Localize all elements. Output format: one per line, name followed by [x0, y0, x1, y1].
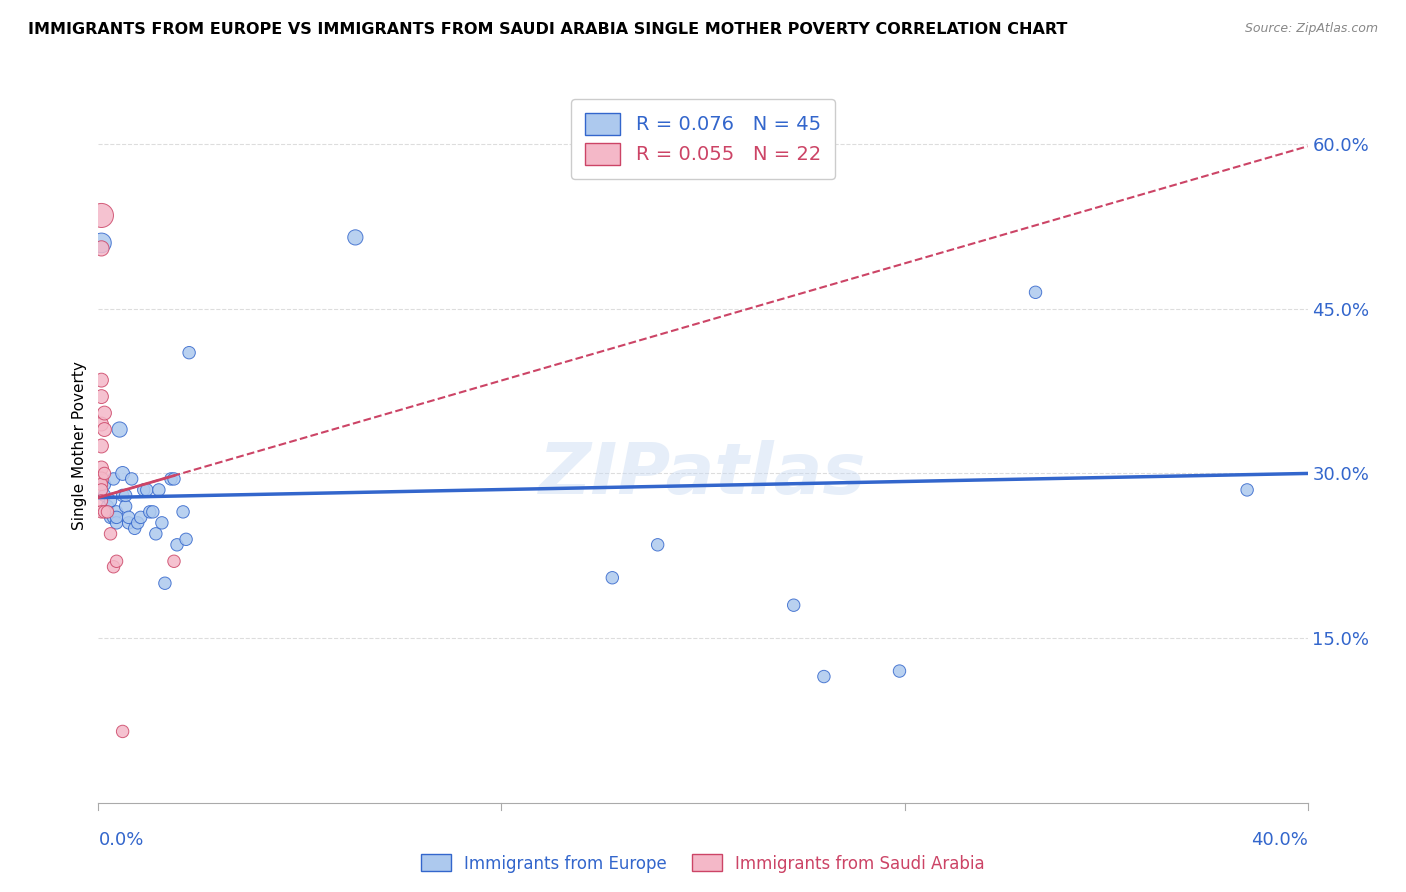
Legend: Immigrants from Europe, Immigrants from Saudi Arabia: Immigrants from Europe, Immigrants from …	[415, 847, 991, 880]
Text: 0.0%: 0.0%	[98, 831, 143, 849]
Point	[93, 406, 115, 420]
Point	[103, 510, 125, 524]
Point	[90, 373, 112, 387]
Legend: R = 0.076   N = 45, R = 0.055   N = 22: R = 0.076 N = 45, R = 0.055 N = 22	[571, 99, 835, 178]
Text: ZIPatlas: ZIPatlas	[540, 440, 866, 509]
Point	[174, 533, 197, 547]
Point	[1024, 285, 1046, 300]
Point	[90, 417, 112, 431]
Point	[96, 505, 118, 519]
Text: IMMIGRANTS FROM EUROPE VS IMMIGRANTS FROM SAUDI ARABIA SINGLE MOTHER POVERTY COR: IMMIGRANTS FROM EUROPE VS IMMIGRANTS FRO…	[28, 22, 1067, 37]
Point	[103, 472, 125, 486]
Point	[132, 483, 155, 497]
Point	[142, 505, 165, 519]
Point	[114, 488, 136, 502]
Point	[150, 516, 173, 530]
Point	[647, 538, 669, 552]
Point	[129, 510, 152, 524]
Point	[344, 230, 367, 244]
Point	[90, 483, 112, 497]
Point	[153, 576, 176, 591]
Point	[121, 472, 143, 486]
Point	[148, 483, 170, 497]
Point	[90, 472, 112, 486]
Point	[124, 521, 146, 535]
Point	[889, 664, 911, 678]
Text: 40.0%: 40.0%	[1251, 831, 1308, 849]
Point	[90, 494, 112, 508]
Point	[105, 516, 128, 530]
Point	[90, 209, 112, 223]
Point	[100, 494, 122, 508]
Point	[93, 505, 115, 519]
Point	[90, 505, 112, 519]
Point	[105, 505, 128, 519]
Point	[111, 724, 134, 739]
Point	[105, 554, 128, 568]
Point	[118, 510, 141, 524]
Point	[90, 477, 112, 491]
Point	[114, 500, 136, 514]
Point	[90, 235, 112, 250]
Point	[163, 472, 186, 486]
Point	[135, 483, 157, 497]
Point	[100, 526, 122, 541]
Point	[783, 598, 806, 612]
Point	[111, 488, 134, 502]
Point	[118, 516, 141, 530]
Point	[90, 390, 112, 404]
Point	[96, 500, 118, 514]
Point	[103, 559, 125, 574]
Point	[127, 516, 149, 530]
Point	[145, 526, 167, 541]
Point	[105, 510, 128, 524]
Point	[163, 554, 186, 568]
Point	[108, 423, 131, 437]
Point	[93, 488, 115, 502]
Point	[172, 505, 194, 519]
Point	[139, 505, 162, 519]
Point	[111, 467, 134, 481]
Point	[93, 467, 115, 481]
Y-axis label: Single Mother Poverty: Single Mother Poverty	[72, 361, 87, 531]
Point	[813, 669, 835, 683]
Point	[100, 510, 122, 524]
Text: Source: ZipAtlas.com: Source: ZipAtlas.com	[1244, 22, 1378, 36]
Point	[602, 571, 624, 585]
Point	[166, 538, 188, 552]
Point	[160, 472, 183, 486]
Point	[1236, 483, 1258, 497]
Point	[96, 505, 118, 519]
Point	[90, 461, 112, 475]
Point	[93, 477, 115, 491]
Point	[90, 241, 112, 255]
Point	[93, 423, 115, 437]
Point	[179, 345, 201, 359]
Point	[90, 439, 112, 453]
